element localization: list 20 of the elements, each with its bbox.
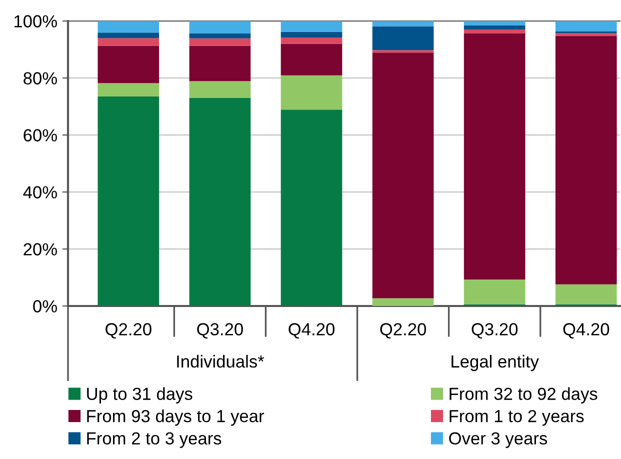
x-tick-label: Q4.20 (288, 323, 334, 339)
y-tick-label: 100% (14, 15, 57, 28)
y-tick-label: 60% (24, 129, 57, 142)
legend-label: From 1 to 2 years (450, 410, 584, 426)
x-tick-label: Q4.20 (563, 323, 610, 339)
x-tick-label: Q3.20 (472, 323, 518, 339)
y-tick-label: 0% (33, 300, 57, 312)
y-tick-label: 20% (24, 243, 57, 256)
legend-label: From 2 to 3 years (87, 432, 222, 448)
legend-label: From 93 days to 1 year (87, 410, 264, 426)
legend-label: Up to 31 days (87, 387, 192, 404)
legend-label: Over 3 years (449, 432, 548, 448)
legend-label: From 32 to 92 days (450, 387, 598, 404)
x-tick-label: Q2.20 (106, 323, 152, 339)
y-tick-label: 40% (23, 186, 57, 198)
x-tick-label: Q3.20 (197, 323, 243, 339)
x-tick-label: Q2.20 (380, 323, 426, 339)
text: Legal entity (452, 354, 539, 372)
text: Individuals* (177, 354, 264, 368)
y-tick-label: 80% (24, 72, 57, 84)
